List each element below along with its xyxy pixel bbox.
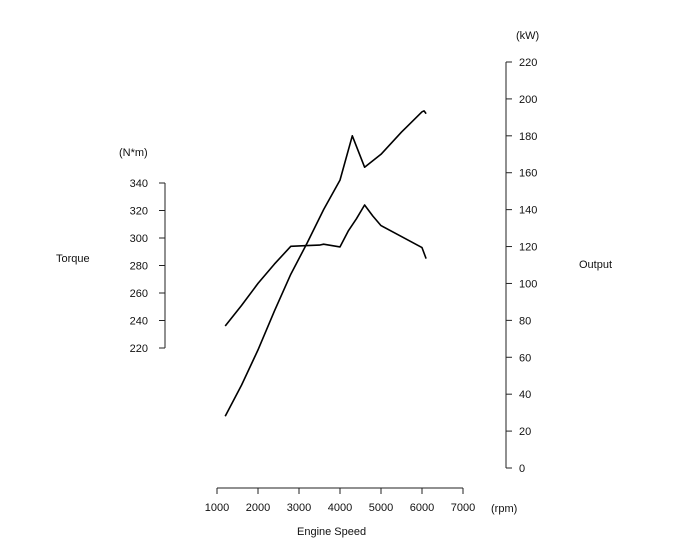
x-axis-ticks: 1000 2000 3000 4000 5000 6000 7000 — [205, 488, 475, 514]
x-axis: 1000 2000 3000 4000 5000 6000 7000 — [205, 487, 475, 514]
right-tick-label: 200 — [519, 94, 537, 106]
right-axis-title: Output — [579, 259, 613, 271]
left-tick-label: 240 — [130, 316, 148, 328]
right-tick-label: 40 — [519, 389, 531, 401]
x-tick-label: 2000 — [246, 502, 270, 514]
left-tick-label: 340 — [130, 178, 148, 190]
x-tick-label: 7000 — [451, 502, 475, 514]
x-tick-label: 5000 — [369, 502, 393, 514]
left-tick-label: 220 — [130, 343, 148, 355]
right-axis: 0 20 40 60 80 100 120 140 160 180 200 220 — [505, 57, 537, 475]
right-tick-label: 160 — [519, 168, 537, 180]
right-axis-unit: (kW) — [516, 30, 540, 42]
left-axis-title: Torque — [56, 253, 90, 265]
right-tick-label: 180 — [519, 131, 537, 143]
right-tick-label: 140 — [519, 205, 537, 217]
x-tick-label: 1000 — [205, 502, 229, 514]
right-tick-label: 60 — [519, 352, 531, 364]
left-tick-label: 320 — [130, 206, 148, 218]
series-group — [224, 110, 427, 417]
right-tick-label: 120 — [519, 242, 537, 254]
left-axis-ticks: 220 240 260 280 300 320 340 — [130, 178, 165, 355]
left-axis-unit: (N*m) — [119, 147, 148, 159]
x-tick-label: 6000 — [410, 502, 434, 514]
x-axis-title: Engine Speed — [297, 526, 367, 538]
left-tick-label: 300 — [130, 233, 148, 245]
right-axis-ticks: 0 20 40 60 80 100 120 140 160 180 200 220 — [506, 57, 537, 475]
output-line — [224, 110, 427, 417]
left-tick-label: 260 — [130, 288, 148, 300]
x-tick-label: 3000 — [287, 502, 311, 514]
right-tick-label: 0 — [519, 463, 525, 475]
left-axis: 220 240 260 280 300 320 340 — [130, 178, 166, 355]
x-axis-unit: (rpm) — [491, 503, 518, 515]
left-tick-label: 280 — [130, 261, 148, 273]
right-tick-label: 20 — [519, 426, 531, 438]
right-tick-label: 100 — [519, 278, 537, 290]
right-tick-label: 220 — [519, 57, 537, 69]
right-tick-label: 80 — [519, 315, 531, 327]
torque-line — [224, 204, 427, 327]
x-tick-label: 4000 — [328, 502, 352, 514]
